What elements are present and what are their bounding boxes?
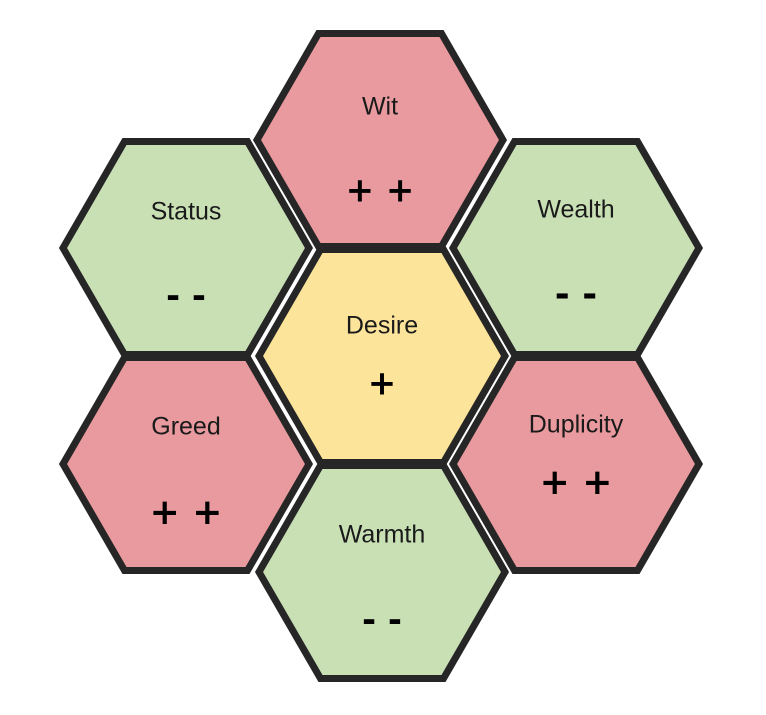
hex-title-warmth: Warmth — [339, 521, 426, 549]
hex-shape-desire — [254, 246, 510, 466]
hex-status: Status - - — [58, 138, 314, 358]
hex-shape-wit — [252, 30, 508, 250]
hex-wealth: Wealth - - — [448, 138, 704, 358]
hex-title-duplicity: Duplicity — [529, 411, 624, 439]
hex-shape-wealth — [448, 138, 704, 358]
hex-shape-warmth — [254, 462, 510, 682]
hex-sign-wit: + + — [346, 171, 415, 211]
hex-warmth: Warmth - - — [254, 462, 510, 682]
hex-title-wealth: Wealth — [537, 196, 614, 224]
hex-duplicity: Duplicity + + — [448, 354, 704, 574]
hex-desire: Desire + — [254, 246, 510, 466]
hex-sign-duplicity: + + — [540, 462, 613, 503]
hex-sign-wealth: - - — [555, 274, 597, 315]
hex-shape-status — [58, 138, 314, 358]
hex-title-greed: Greed — [151, 413, 220, 441]
hex-title-status: Status — [151, 198, 222, 226]
hex-sign-greed: + + — [150, 492, 223, 533]
hex-title-wit: Wit — [362, 93, 398, 121]
hex-wit: Wit + + — [252, 30, 508, 250]
hex-greed: Greed + + — [58, 354, 314, 574]
hex-sign-warmth: - - — [362, 601, 402, 641]
hex-shape-duplicity — [448, 354, 704, 574]
hex-sign-desire: + — [368, 364, 397, 404]
hex-sign-status: - - — [166, 277, 206, 317]
hex-title-desire: Desire — [346, 312, 418, 340]
hex-shape-greed — [58, 354, 314, 574]
